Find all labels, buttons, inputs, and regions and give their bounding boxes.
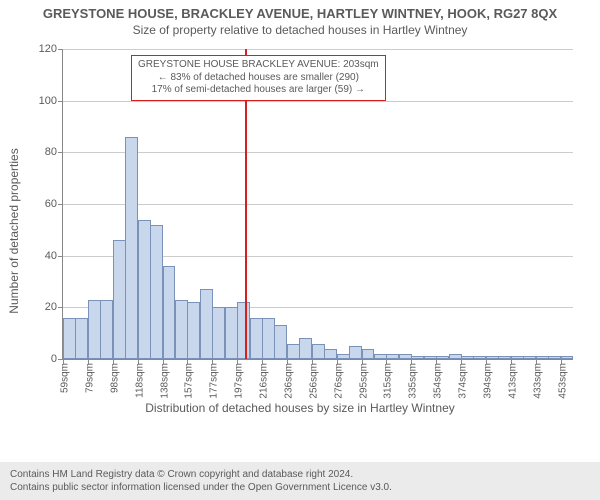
histogram-bar [113, 240, 126, 359]
histogram-bar [287, 344, 300, 360]
histogram-bar [449, 354, 462, 359]
ytick-mark [58, 152, 63, 153]
histogram-bar [424, 356, 437, 359]
title-sub: Size of property relative to detached ho… [0, 21, 600, 41]
ytick-mark [58, 256, 63, 257]
xtick-label: 98sqm [109, 363, 120, 393]
histogram-bar [88, 300, 101, 359]
histogram-bar [473, 356, 486, 359]
histogram-bar [100, 300, 113, 359]
xtick-label: 256sqm [308, 363, 319, 399]
histogram-bar [536, 356, 549, 359]
histogram-bar [362, 349, 375, 359]
xtick-label: 79sqm [84, 363, 95, 393]
histogram-bar [461, 356, 474, 359]
histogram-bar [498, 356, 511, 359]
y-axis-label: Number of detached properties [7, 148, 21, 313]
histogram-bar [399, 354, 412, 359]
xtick-label: 59sqm [60, 363, 71, 393]
histogram-bar [312, 344, 325, 360]
histogram-bar [324, 349, 337, 359]
xtick-label: 138sqm [159, 363, 170, 399]
histogram-bar [250, 318, 263, 359]
chart-container: Number of detached properties 0204060801… [0, 41, 600, 421]
histogram-bar [436, 356, 449, 359]
annotation-box: GREYSTONE HOUSE BRACKLEY AVENUE: 203sqm … [131, 55, 386, 101]
plot-area: 02040608010012059sqm79sqm98sqm118sqm138s… [62, 49, 573, 360]
ytick-label: 80 [45, 146, 57, 158]
ytick-label: 0 [51, 353, 57, 365]
xtick-label: 453sqm [557, 363, 568, 399]
xtick-label: 433sqm [532, 363, 543, 399]
histogram-bar [75, 318, 88, 359]
xtick-label: 197sqm [234, 363, 245, 399]
ytick-label: 20 [45, 301, 57, 313]
histogram-bar [486, 356, 499, 359]
histogram-bar [163, 266, 176, 359]
histogram-bar [299, 338, 312, 359]
grid-line [63, 204, 573, 205]
xtick-label: 157sqm [184, 363, 195, 399]
xtick-label: 374sqm [458, 363, 469, 399]
histogram-bar [349, 346, 362, 359]
histogram-bar [237, 302, 250, 359]
histogram-bar [187, 302, 200, 359]
grid-line [63, 152, 573, 153]
footer-line-1: Contains HM Land Registry data © Crown c… [10, 468, 590, 481]
xtick-label: 236sqm [283, 363, 294, 399]
histogram-bar [175, 300, 188, 359]
footer-line-2: Contains public sector information licen… [10, 481, 590, 494]
histogram-bar [411, 356, 424, 359]
xtick-label: 177sqm [209, 363, 220, 399]
histogram-bar [374, 354, 387, 359]
title-main: GREYSTONE HOUSE, BRACKLEY AVENUE, HARTLE… [0, 0, 600, 21]
annotation-line-1: GREYSTONE HOUSE BRACKLEY AVENUE: 203sqm [138, 59, 379, 72]
ytick-label: 120 [39, 43, 57, 55]
histogram-bar [225, 307, 238, 359]
histogram-bar [212, 307, 225, 359]
annotation-line-3: 17% of semi-detached houses are larger (… [138, 84, 379, 97]
histogram-bar [548, 356, 561, 359]
histogram-bar [274, 325, 287, 359]
ytick-label: 40 [45, 250, 57, 262]
xtick-label: 118sqm [134, 363, 145, 398]
histogram-bar [561, 356, 574, 359]
xtick-label: 216sqm [259, 363, 270, 399]
ytick-mark [58, 49, 63, 50]
x-axis-label: Distribution of detached houses by size … [0, 401, 600, 415]
histogram-bar [511, 356, 524, 359]
histogram-bar [138, 220, 151, 360]
annotation-line-2: ← 83% of detached houses are smaller (29… [138, 72, 379, 85]
grid-line [63, 49, 573, 50]
xtick-label: 354sqm [433, 363, 444, 399]
ytick-mark [58, 204, 63, 205]
xtick-label: 335sqm [408, 363, 419, 399]
histogram-bar [125, 137, 138, 359]
histogram-bar [262, 318, 275, 359]
xtick-label: 276sqm [333, 363, 344, 399]
ytick-mark [58, 101, 63, 102]
histogram-bar [200, 289, 213, 359]
footer: Contains HM Land Registry data © Crown c… [0, 462, 600, 500]
ytick-mark [58, 307, 63, 308]
histogram-bar [386, 354, 399, 359]
xtick-label: 413sqm [507, 363, 518, 399]
histogram-bar [337, 354, 350, 359]
ytick-label: 60 [45, 198, 57, 210]
histogram-bar [523, 356, 536, 359]
xtick-label: 315sqm [383, 363, 394, 399]
ytick-label: 100 [39, 95, 57, 107]
histogram-bar [63, 318, 76, 359]
xtick-label: 394sqm [482, 363, 493, 399]
histogram-bar [150, 225, 163, 359]
xtick-label: 295sqm [358, 363, 369, 399]
grid-line [63, 101, 573, 102]
